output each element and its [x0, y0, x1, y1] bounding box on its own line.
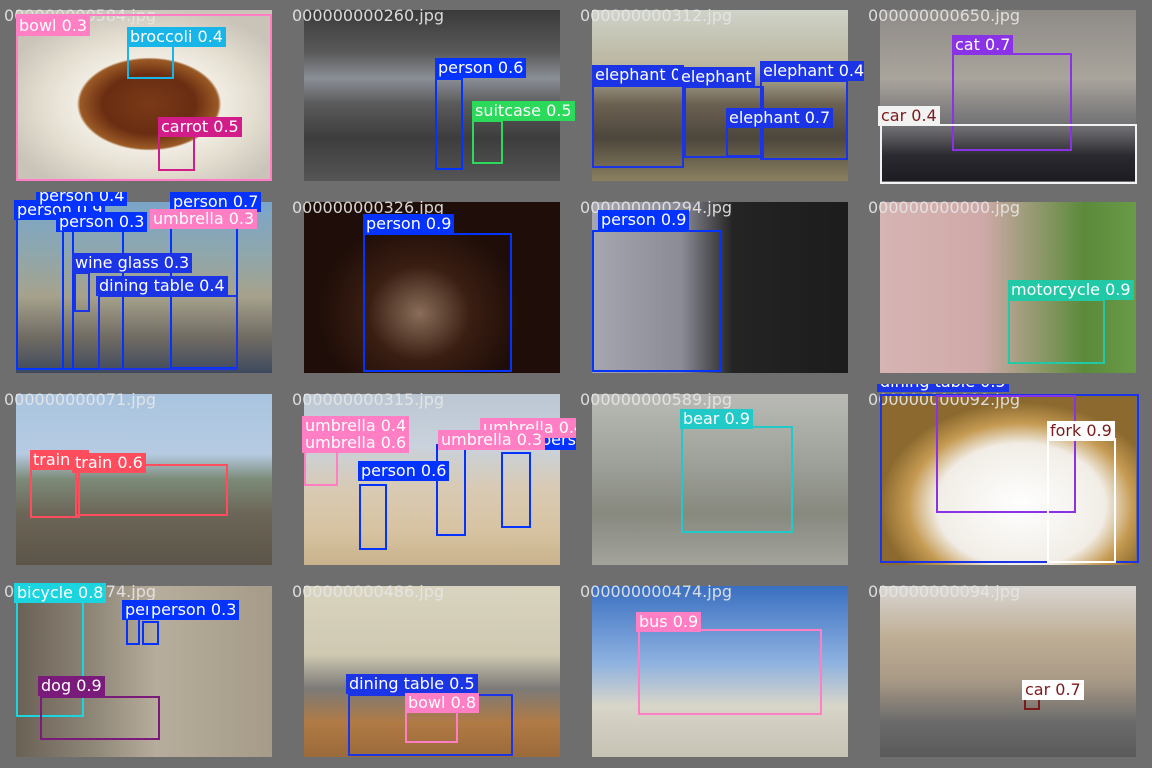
- label-elephant: elephant 0.4: [760, 61, 864, 81]
- filename-label: 000000000315.jpg: [292, 390, 444, 409]
- label-train: train 0.6: [72, 453, 146, 473]
- filename-label: 000000000312.jpg: [580, 6, 732, 25]
- tile-photo: [592, 586, 848, 757]
- tile-row2-a: person 0.9 person 0.4 person 0.7 person …: [0, 192, 288, 384]
- label-umbrella: umbrella 0.4: [302, 416, 410, 436]
- label-bowl: bowl 0.3: [16, 16, 91, 36]
- filename-label: 000000000000.jpg: [868, 198, 1020, 217]
- tile-photo: [304, 586, 560, 757]
- label-person: person 0.7: [170, 192, 262, 212]
- label-car: car 0.4: [878, 106, 940, 126]
- bbox-person: [359, 484, 387, 550]
- label-dog: dog 0.9: [38, 676, 105, 696]
- bbox-person: [501, 452, 531, 528]
- bbox-wine-glass: [74, 272, 90, 312]
- label-person: person 0.3: [148, 600, 240, 620]
- label-person: person 0.6: [435, 58, 527, 78]
- bbox-bear: [681, 426, 793, 533]
- label-bear: bear 0.9: [680, 409, 753, 429]
- bbox-broccoli: [127, 45, 174, 79]
- tile-photo: [304, 10, 560, 181]
- label-car: car 0.7: [1022, 680, 1084, 700]
- tile-326: 000000000326.jpg person 0.9: [288, 192, 576, 384]
- tile-486: 000000000486.jpg dining table 0.5 bowl 0…: [288, 576, 576, 768]
- bbox-person: [126, 617, 140, 645]
- bbox-cake: [936, 395, 1076, 513]
- label-elephant: elephant 0.7: [726, 108, 834, 128]
- bbox-fork: [1047, 438, 1116, 563]
- filename-label: 000000000474.jpg: [580, 582, 732, 601]
- filename-label: 000000000589.jpg: [580, 390, 732, 409]
- tile-650: 000000000650.jpg cat 0.7 car 0.4: [864, 0, 1152, 192]
- bbox-train: [75, 464, 228, 516]
- filename-label: 000000000486.jpg: [292, 582, 444, 601]
- bbox-dining-table: [98, 295, 238, 370]
- filename-label: 000000000260.jpg: [292, 6, 444, 25]
- filename-label: 000000000094.jpg: [868, 582, 1020, 601]
- label-cat: cat 0.7: [952, 35, 1014, 55]
- label-umbrella: umbrella 0.3: [150, 209, 258, 229]
- label-person: person 0.3: [56, 212, 148, 232]
- label-person: person 0.9: [598, 210, 690, 230]
- tile-motorcycle: 000000000000.jpg motorcycle 0.9: [864, 192, 1152, 384]
- label-bowl: bowl 0.8: [405, 693, 480, 713]
- tile-584: 000000000584.jpg bowl 0.3 broccoli 0.4 c…: [0, 0, 288, 192]
- bbox-person: [363, 233, 512, 372]
- label-person: person 0.6: [358, 461, 450, 481]
- tile-474: 000000000474.jpg bus 0.9: [576, 576, 864, 768]
- bbox-person: [436, 444, 466, 536]
- bbox-bowl: [16, 14, 272, 181]
- bbox-car: [880, 124, 1137, 184]
- label-bus: bus 0.9: [636, 612, 702, 632]
- tile-photo: [592, 10, 848, 181]
- label-umbrella: umbrella 0.6: [302, 433, 410, 453]
- label-dining-table: dining table 0.5: [877, 384, 1009, 392]
- label-elephant: elephant: [678, 67, 755, 87]
- label-dining-table: dining table 0.4: [96, 276, 228, 296]
- label-suitcase: suitcase 0.5: [472, 101, 575, 121]
- bbox-motorcycle: [1008, 299, 1105, 364]
- bbox-elephant: [592, 85, 684, 168]
- tile-photo: [16, 394, 272, 565]
- label-carrot: carrot 0.5: [158, 117, 242, 137]
- tile-074: 000000000074.jpg bicycle 0.8 person pers…: [0, 576, 288, 768]
- filename-label: 000000000650.jpg: [868, 6, 1020, 25]
- filename-label: 000000000071.jpg: [4, 390, 156, 409]
- bbox-person: [142, 621, 159, 645]
- bbox-bowl: [405, 711, 458, 743]
- label-person: person 0.9: [363, 214, 455, 234]
- bbox-suitcase: [472, 120, 503, 164]
- label-dining-table: dining table 0.5: [346, 674, 478, 694]
- label-broccoli: broccoli 0.4: [127, 27, 226, 47]
- tile-094: 000000000094.jpg car 0.7: [864, 576, 1152, 768]
- bbox-dog: [40, 696, 160, 740]
- tile-photo: [880, 586, 1136, 757]
- label-motorcycle: motorcycle 0.9: [1008, 280, 1134, 300]
- bbox-person: [592, 230, 722, 372]
- tile-092: 000000000092.jpg dining table 0.5 fork 0…: [864, 384, 1152, 576]
- filename-label: 000000000326.jpg: [292, 198, 444, 217]
- bbox-elephant: [726, 125, 762, 157]
- tile-260: 000000000260.jpg person 0.6 suitcase 0.5: [288, 0, 576, 192]
- label-bicycle: bicycle 0.8: [14, 583, 107, 603]
- tile-315: 000000000315.jpg umbrella 0.4 umbrella 0…: [288, 384, 576, 576]
- label-fork: fork 0.9: [1047, 421, 1115, 441]
- tile-312: 000000000312.jpg elephant 0 elephant ele…: [576, 0, 864, 192]
- label-elephant: elephant 0: [592, 65, 684, 85]
- tile-294: 000000000294.jpg person 0.9: [576, 192, 864, 384]
- bbox-person: [435, 78, 463, 170]
- bbox-carrot: [158, 135, 195, 171]
- bbox-bus: [638, 629, 822, 715]
- tile-589: 000000000589.jpg bear 0.9: [576, 384, 864, 576]
- label-wine-glass: wine glass 0.3: [72, 253, 193, 273]
- label-umbrella: umbrella 0.3: [438, 430, 546, 450]
- label-person: person 0.4: [36, 192, 128, 206]
- tile-071: 000000000071.jpg train 0 train 0.6: [0, 384, 288, 576]
